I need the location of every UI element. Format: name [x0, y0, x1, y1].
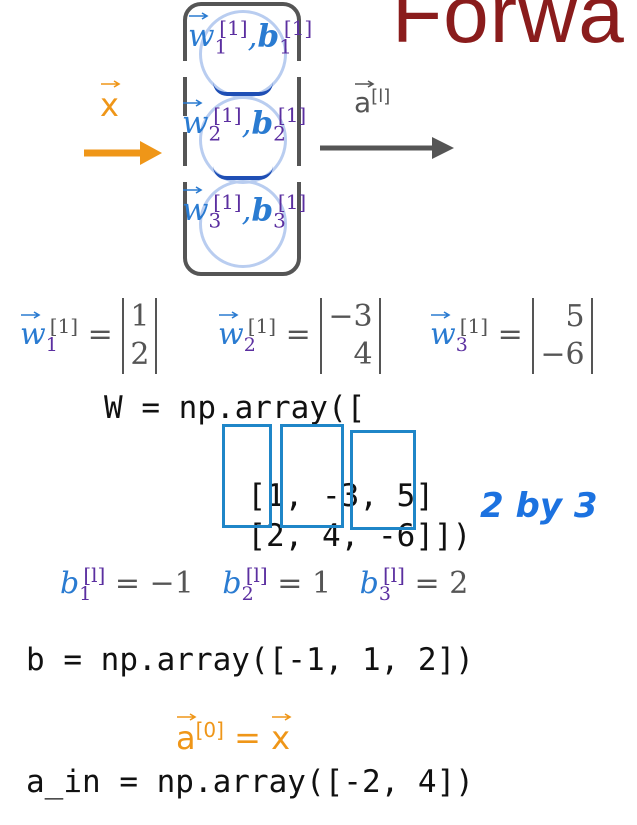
neuron-circle-3 [199, 180, 287, 268]
w-vector-2: w [182, 99, 209, 141]
a0-equation: a[0] = x [176, 712, 292, 757]
column-box-2 [280, 424, 344, 528]
weight-vector-3: w3[1] = 5 −6 [430, 298, 593, 374]
output-arrow [320, 137, 454, 159]
weight-vector-2: w2[1] = −3 4 [218, 298, 381, 374]
neuron-label-1: w1[1],b1[1] [188, 12, 312, 59]
neuron-label-3: w3[1],b3[1] [182, 186, 306, 233]
bias-equations: b1[l] = −1 b2[l] = 1 b3[l] = 2 [60, 563, 469, 605]
neuron-label-2: w2[1],b2[1] [182, 99, 306, 146]
matrix-w2: −3 4 [320, 298, 381, 374]
w-vector-3: w [182, 186, 209, 228]
slide-title: Forwa [392, 0, 625, 60]
output-a-label: a[l] [354, 80, 390, 119]
neuron-arc-2 [213, 166, 273, 180]
column-box-3 [350, 430, 416, 530]
column-box-1 [222, 424, 272, 528]
w-vector-1: w [188, 12, 215, 54]
layer-box [181, 2, 303, 276]
code-W-line1: W = np.array([ [104, 390, 366, 426]
input-arrow [84, 141, 162, 165]
annotation-2-by-3: 2 by 3 [480, 486, 598, 526]
input-x-label: x [100, 80, 121, 124]
code-a-in: a_in = np.array([-2, 4]) [26, 764, 474, 800]
neuron-arc-1 [213, 82, 273, 96]
code-b: b = np.array([-1, 1, 2]) [26, 642, 474, 678]
matrix-w3: 5 −6 [532, 298, 593, 374]
